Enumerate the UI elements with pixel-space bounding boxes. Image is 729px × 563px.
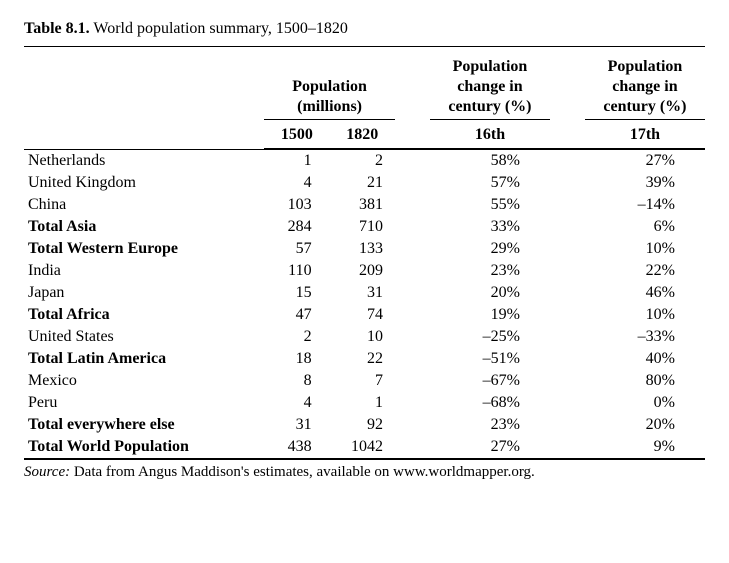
row-label: Mexico <box>24 370 264 392</box>
population-table: Population (millions) Population change … <box>24 46 705 459</box>
table-row: Total Africa4774 19% 10% <box>24 304 705 326</box>
cell-17th: 9% <box>585 436 705 459</box>
cell-1820: 31 <box>330 282 395 304</box>
row-label: Japan <box>24 282 264 304</box>
table-row: China103381 55% –14% <box>24 194 705 216</box>
cell-16th: 23% <box>430 260 550 282</box>
table-title: World population summary, 1500–1820 <box>93 20 348 37</box>
cell-1820: 74 <box>330 304 395 326</box>
cell-1820: 381 <box>330 194 395 216</box>
col-17th: 17th <box>585 120 705 149</box>
row-label: Total Western Europe <box>24 238 264 260</box>
cell-17th: 6% <box>585 216 705 238</box>
cell-17th: 40% <box>585 348 705 370</box>
row-label: Netherlands <box>24 150 264 173</box>
row-label: China <box>24 194 264 216</box>
col-16th: 16th <box>430 120 550 149</box>
row-label: Total Latin America <box>24 348 264 370</box>
table-row: India110209 23% 22% <box>24 260 705 282</box>
source-text: Data from Angus Maddison's estimates, av… <box>74 464 535 480</box>
cell-16th: –51% <box>430 348 550 370</box>
cell-1500: 8 <box>264 370 329 392</box>
cell-17th: 80% <box>585 370 705 392</box>
cell-1820: 92 <box>330 414 395 436</box>
table-row: United States210 –25% –33% <box>24 326 705 348</box>
table-row: Total World Population4381042 27% 9% <box>24 436 705 459</box>
cell-1820: 1 <box>330 392 395 414</box>
table-row: United Kingdom421 57% 39% <box>24 172 705 194</box>
cell-1820: 7 <box>330 370 395 392</box>
table-caption: Table 8.1. World population summary, 150… <box>24 20 705 38</box>
table-row: Total Asia284710 33% 6% <box>24 216 705 238</box>
cell-16th: 55% <box>430 194 550 216</box>
table-number: Table 8.1. <box>24 20 90 37</box>
row-label: Total Africa <box>24 304 264 326</box>
row-label: Total World Population <box>24 436 264 459</box>
cell-17th: 22% <box>585 260 705 282</box>
cell-1500: 110 <box>264 260 329 282</box>
cell-16th: –25% <box>430 326 550 348</box>
cell-1820: 22 <box>330 348 395 370</box>
table-row: Japan1531 20% 46% <box>24 282 705 304</box>
table-row: Mexico87 –67% 80% <box>24 370 705 392</box>
cell-17th: 0% <box>585 392 705 414</box>
cell-16th: –67% <box>430 370 550 392</box>
col-1820: 1820 <box>330 120 395 149</box>
table-row: Total Western Europe57133 29% 10% <box>24 238 705 260</box>
col-group-population: Population (millions) <box>264 47 395 120</box>
table-source: Source: Data from Angus Maddison's estim… <box>24 464 705 481</box>
cell-1500: 47 <box>264 304 329 326</box>
cell-17th: 27% <box>585 150 705 173</box>
cell-16th: 33% <box>430 216 550 238</box>
cell-1500: 15 <box>264 282 329 304</box>
cell-1500: 57 <box>264 238 329 260</box>
col-1500: 1500 <box>264 120 329 149</box>
cell-1820: 10 <box>330 326 395 348</box>
cell-17th: –33% <box>585 326 705 348</box>
cell-1820: 1042 <box>330 436 395 459</box>
table-row: Total Latin America1822 –51% 40% <box>24 348 705 370</box>
cell-1820: 21 <box>330 172 395 194</box>
cell-1500: 4 <box>264 392 329 414</box>
cell-17th: 10% <box>585 304 705 326</box>
cell-1820: 133 <box>330 238 395 260</box>
row-label: Peru <box>24 392 264 414</box>
cell-16th: 27% <box>430 436 550 459</box>
cell-1820: 710 <box>330 216 395 238</box>
cell-1500: 1 <box>264 150 329 173</box>
cell-1500: 18 <box>264 348 329 370</box>
cell-16th: 20% <box>430 282 550 304</box>
cell-16th: 19% <box>430 304 550 326</box>
cell-17th: –14% <box>585 194 705 216</box>
cell-17th: 10% <box>585 238 705 260</box>
cell-1500: 2 <box>264 326 329 348</box>
cell-1500: 284 <box>264 216 329 238</box>
source-label: Source: <box>24 464 70 480</box>
row-label: United States <box>24 326 264 348</box>
row-label: Total everywhere else <box>24 414 264 436</box>
cell-17th: 20% <box>585 414 705 436</box>
cell-1500: 4 <box>264 172 329 194</box>
cell-1820: 209 <box>330 260 395 282</box>
cell-16th: 58% <box>430 150 550 173</box>
table-row: Total everywhere else3192 23% 20% <box>24 414 705 436</box>
cell-16th: –68% <box>430 392 550 414</box>
row-label: United Kingdom <box>24 172 264 194</box>
cell-16th: 57% <box>430 172 550 194</box>
cell-16th: 29% <box>430 238 550 260</box>
row-label: India <box>24 260 264 282</box>
row-label: Total Asia <box>24 216 264 238</box>
cell-17th: 39% <box>585 172 705 194</box>
cell-1500: 31 <box>264 414 329 436</box>
cell-17th: 46% <box>585 282 705 304</box>
cell-16th: 23% <box>430 414 550 436</box>
col-group-change-17th: Population change in century (%) <box>585 47 705 120</box>
cell-1820: 2 <box>330 150 395 173</box>
cell-1500: 103 <box>264 194 329 216</box>
table-row: Netherlands12 58% 27% <box>24 150 705 173</box>
table-row: Peru41 –68% 0% <box>24 392 705 414</box>
col-group-change-16th: Population change in century (%) <box>430 47 550 120</box>
cell-1500: 438 <box>264 436 329 459</box>
